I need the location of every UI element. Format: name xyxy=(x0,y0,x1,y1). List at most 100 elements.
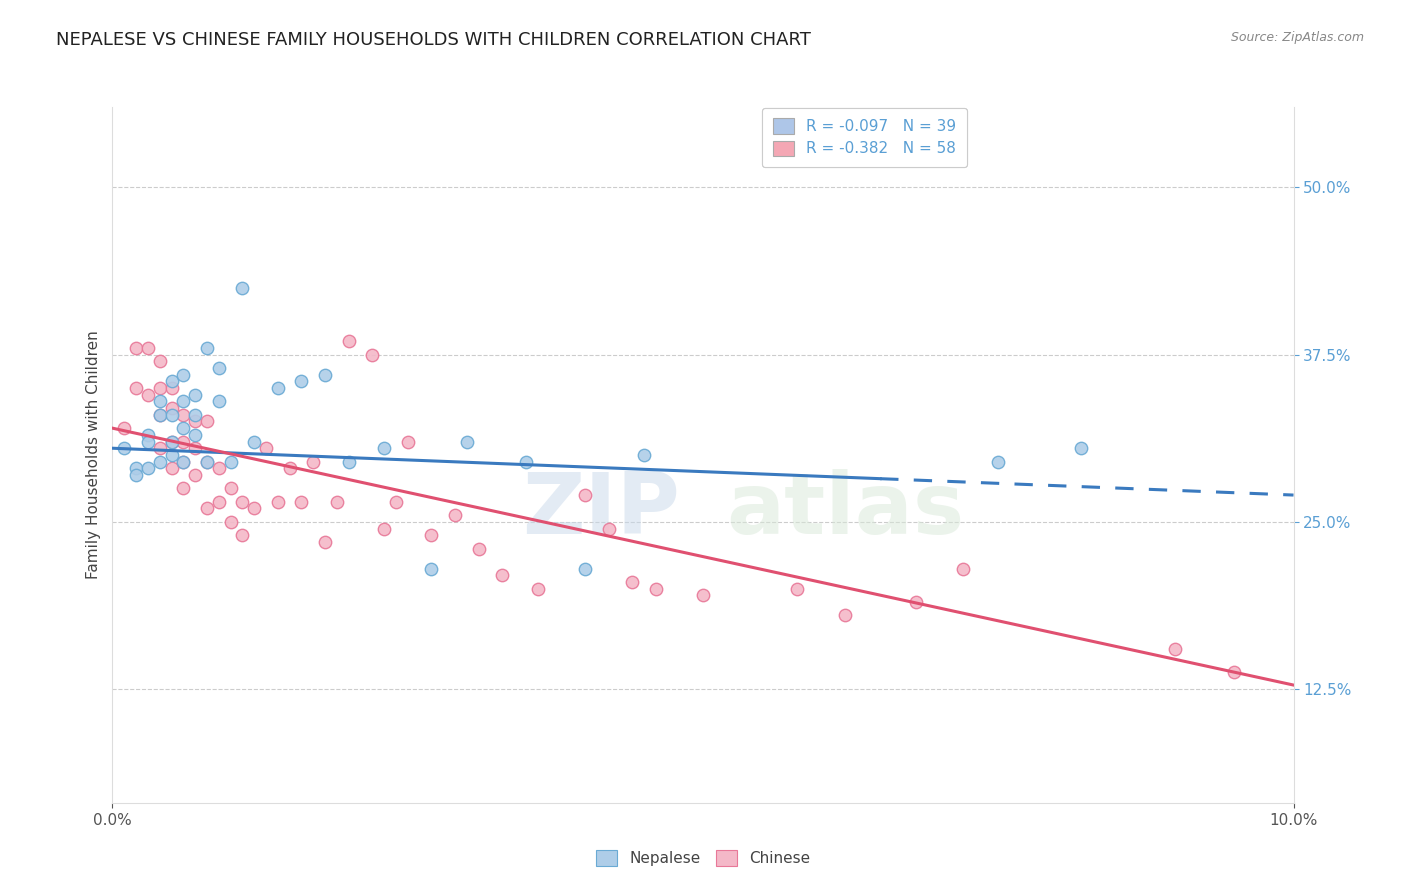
Point xyxy=(361,348,384,362)
Point xyxy=(644,582,666,596)
Point xyxy=(267,494,290,508)
Text: atlas: atlas xyxy=(727,469,965,552)
Point xyxy=(136,341,159,355)
Point xyxy=(219,455,242,469)
Point xyxy=(125,468,148,483)
Point xyxy=(1070,442,1092,456)
Legend: Nepalese, Chinese: Nepalese, Chinese xyxy=(586,841,820,875)
Point xyxy=(231,528,253,542)
Point xyxy=(1164,642,1187,657)
Point xyxy=(149,381,172,395)
Point xyxy=(396,434,419,449)
Point xyxy=(184,428,207,442)
Point xyxy=(149,442,172,456)
Point xyxy=(243,501,266,516)
Point xyxy=(420,528,443,542)
Point xyxy=(314,368,336,382)
Point xyxy=(208,361,231,376)
Point xyxy=(290,375,312,389)
Point xyxy=(149,394,172,409)
Point xyxy=(160,461,183,475)
Point xyxy=(373,442,395,456)
Text: ZIP: ZIP xyxy=(522,469,679,552)
Point xyxy=(621,575,644,590)
Point xyxy=(337,334,360,349)
Point xyxy=(219,515,242,529)
Point xyxy=(172,394,194,409)
Point xyxy=(195,455,218,469)
Point xyxy=(195,455,218,469)
Point xyxy=(149,455,172,469)
Point xyxy=(515,455,537,469)
Point xyxy=(195,341,218,355)
Point xyxy=(231,281,253,295)
Point xyxy=(290,494,312,508)
Point xyxy=(834,608,856,623)
Point xyxy=(195,501,218,516)
Point xyxy=(633,448,655,462)
Point xyxy=(574,562,596,576)
Point xyxy=(385,494,408,508)
Text: Source: ZipAtlas.com: Source: ZipAtlas.com xyxy=(1230,31,1364,45)
Point xyxy=(444,508,467,523)
Point xyxy=(136,434,159,449)
Point xyxy=(1223,665,1246,679)
Point xyxy=(267,381,290,395)
Point xyxy=(373,521,395,535)
Point xyxy=(149,354,172,368)
Point xyxy=(160,434,183,449)
Point xyxy=(172,368,194,382)
Point xyxy=(952,562,974,576)
Point xyxy=(987,455,1010,469)
Point xyxy=(467,541,489,556)
Point xyxy=(208,394,231,409)
Point xyxy=(160,408,183,422)
Point xyxy=(112,442,135,456)
Point xyxy=(278,461,301,475)
Legend: R = -0.097   N = 39, R = -0.382   N = 58: R = -0.097 N = 39, R = -0.382 N = 58 xyxy=(762,108,967,167)
Point xyxy=(184,414,207,429)
Point xyxy=(160,375,183,389)
Point xyxy=(574,488,596,502)
Point xyxy=(136,461,159,475)
Point xyxy=(136,388,159,402)
Point xyxy=(112,421,135,435)
Point xyxy=(160,448,183,462)
Point xyxy=(172,482,194,496)
Point xyxy=(598,521,620,535)
Point xyxy=(172,421,194,435)
Point xyxy=(125,461,148,475)
Point xyxy=(136,428,159,442)
Point xyxy=(172,455,194,469)
Point xyxy=(302,455,325,469)
Point xyxy=(904,595,927,609)
Point xyxy=(184,388,207,402)
Point xyxy=(326,494,349,508)
Point xyxy=(786,582,808,596)
Point xyxy=(420,562,443,576)
Point xyxy=(219,482,242,496)
Point xyxy=(125,381,148,395)
Point xyxy=(491,568,513,582)
Y-axis label: Family Households with Children: Family Households with Children xyxy=(86,331,101,579)
Point xyxy=(692,589,714,603)
Point xyxy=(172,434,194,449)
Point xyxy=(526,582,548,596)
Point xyxy=(337,455,360,469)
Point xyxy=(160,434,183,449)
Point xyxy=(231,494,253,508)
Point xyxy=(172,455,194,469)
Point xyxy=(149,408,172,422)
Point xyxy=(184,442,207,456)
Point xyxy=(184,468,207,483)
Point xyxy=(314,535,336,549)
Point xyxy=(254,442,277,456)
Point xyxy=(172,408,194,422)
Point xyxy=(160,401,183,416)
Point xyxy=(149,408,172,422)
Point xyxy=(184,408,207,422)
Point xyxy=(125,341,148,355)
Point xyxy=(243,434,266,449)
Point xyxy=(160,381,183,395)
Point xyxy=(208,461,231,475)
